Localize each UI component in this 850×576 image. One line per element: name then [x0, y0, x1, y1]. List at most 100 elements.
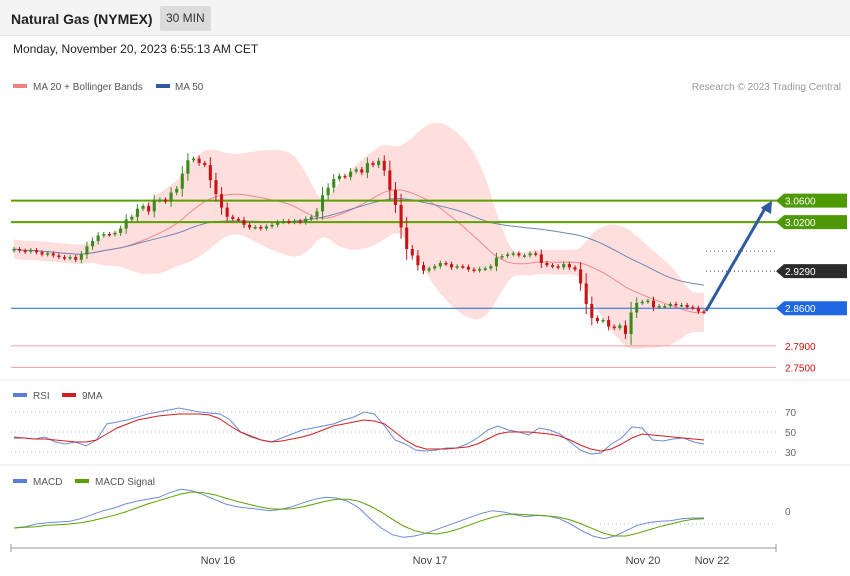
bearish-candle — [450, 264, 454, 268]
bullish-candle — [506, 254, 510, 257]
bullish-candle — [349, 171, 353, 177]
time-tick-label: Nov 16 — [201, 555, 236, 567]
bullish-candle — [309, 216, 313, 219]
legend-label-ma20: MA 20 + Bollinger Bands — [33, 82, 143, 93]
legend-swatch-ma50 — [156, 84, 170, 88]
legend-label-rsi: RSI — [33, 391, 50, 402]
bearish-candle — [651, 300, 656, 308]
bearish-candle — [466, 266, 470, 270]
bearish-candle — [343, 175, 347, 178]
time-axis: Nov 16 Nov 17 Nov 20 Nov 22 — [10, 544, 777, 567]
bullish-candle — [354, 169, 358, 172]
bullish-candle — [276, 222, 280, 225]
bearish-candle — [18, 249, 22, 251]
bullish-candle — [377, 160, 381, 166]
bearish-candle — [623, 325, 628, 335]
timeframe-badge[interactable]: 30 MIN — [160, 6, 211, 31]
bullish-candle — [175, 188, 179, 193]
projection-arrow — [704, 200, 772, 312]
bearish-candle — [23, 250, 27, 253]
bullish-candle — [191, 158, 196, 161]
projection-arrow-shaft — [704, 205, 768, 312]
bullish-candle — [601, 320, 605, 322]
bullish-candle — [365, 162, 369, 173]
bullish-candle — [640, 301, 644, 304]
bullish-candle — [337, 175, 341, 180]
bullish-candle — [489, 266, 493, 269]
bearish-candle — [674, 303, 678, 306]
support-label: 2.7500 — [785, 363, 816, 374]
bullish-candle — [119, 228, 123, 233]
bearish-candle — [51, 253, 55, 256]
bullish-candle — [158, 199, 162, 202]
bullish-candle — [264, 226, 268, 229]
resistance-label-box — [776, 193, 847, 208]
candlesticks — [12, 153, 706, 345]
legend-swatch-rsi — [13, 393, 27, 397]
rsi-ma-line — [14, 413, 705, 452]
macd-plot: 0 — [13, 488, 791, 540]
bearish-candle — [416, 255, 420, 266]
bearish-candle — [539, 254, 543, 264]
time-tick-label: Nov 20 — [626, 555, 661, 567]
bearish-candle — [57, 255, 61, 258]
bullish-candle — [629, 312, 633, 335]
bearish-candle — [220, 194, 224, 208]
bearish-candle — [208, 165, 212, 181]
bullish-candle — [494, 257, 498, 267]
bullish-candle — [281, 221, 285, 223]
macd-line — [13, 488, 704, 540]
bearish-candle — [231, 216, 235, 219]
rsi-tick-label: 30 — [785, 448, 797, 459]
bearish-candle — [399, 204, 403, 228]
ma50-line — [13, 198, 705, 286]
macd-signal-line — [13, 491, 705, 537]
legend-swatch-ma20 — [13, 84, 27, 88]
bearish-candle — [147, 205, 151, 212]
legend-swatch-rsi-ma — [62, 393, 76, 397]
legend-label-macd: MACD — [33, 477, 62, 488]
bearish-candle — [517, 253, 521, 256]
legend-label-macd-signal: MACD Signal — [95, 477, 155, 488]
bearish-candle — [236, 218, 240, 221]
bearish-candle — [590, 303, 594, 318]
pivot-label-box — [776, 301, 847, 316]
legend-swatch-macd — [13, 479, 27, 483]
bearish-candle — [163, 199, 168, 202]
bullish-candle — [90, 240, 95, 247]
bullish-candle — [455, 266, 459, 268]
instrument-title: Natural Gas (NYMEX) — [11, 11, 153, 27]
bullish-candle — [562, 264, 566, 268]
moving-averages — [13, 189, 705, 314]
bullish-candle — [180, 173, 184, 189]
support-label: 2.7900 — [785, 342, 816, 353]
bearish-candle — [405, 227, 409, 250]
bullish-candle — [528, 253, 532, 256]
bearish-candle — [584, 283, 588, 304]
bullish-candle — [253, 226, 257, 229]
chart-header: Natural Gas (NYMEX) 30 MIN — [0, 0, 850, 36]
bearish-candle — [382, 160, 386, 171]
bullish-candle — [135, 208, 139, 217]
bullish-candle — [141, 205, 145, 209]
bullish-candle — [668, 303, 672, 307]
bullish-candle — [522, 255, 527, 257]
bullish-candle — [79, 254, 83, 260]
bearish-candle — [545, 263, 549, 266]
bearish-candle — [696, 308, 700, 312]
bearish-candle — [691, 307, 695, 309]
bollinger-band-area — [14, 122, 704, 350]
bullish-candle — [96, 235, 100, 241]
bearish-candle — [444, 263, 448, 265]
rsi-line — [13, 407, 705, 455]
last-price-label: 2.9290 — [785, 267, 816, 278]
bullish-candle — [500, 256, 504, 258]
bullish-candle — [320, 195, 325, 212]
bearish-candle — [410, 249, 414, 256]
bullish-candle — [124, 219, 128, 229]
rsi-tick-label: 70 — [785, 408, 797, 419]
bullish-candle — [130, 216, 134, 220]
bearish-candle — [225, 207, 229, 217]
bullish-candle — [85, 246, 89, 255]
pivot-label: 2.8600 — [785, 304, 816, 315]
